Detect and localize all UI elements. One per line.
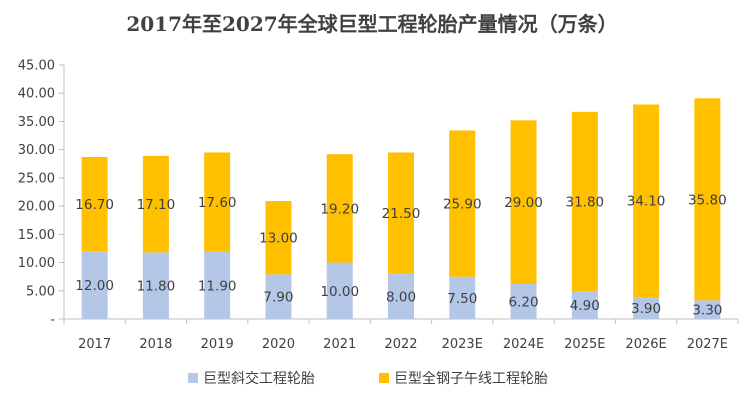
data-label: 35.80 [688, 192, 727, 208]
bar-segment-radial [633, 104, 660, 297]
bar-segment-bias [510, 284, 537, 319]
bar-segment-radial [265, 201, 292, 275]
data-label: 17.10 [137, 197, 176, 213]
x-tick-label: 2026E [625, 337, 666, 352]
data-label: 25.90 [443, 197, 482, 213]
bar-segment-bias [449, 276, 476, 319]
x-tick-label: 2021 [323, 337, 356, 352]
legend: 巨型斜交工程轮胎 巨型全钢子午线工程轮胎 [188, 370, 548, 387]
data-label: 19.20 [320, 201, 359, 217]
data-label: 6.20 [509, 295, 539, 311]
data-label: 16.70 [75, 197, 114, 213]
y-tick-label: - [50, 313, 55, 328]
bar-segment-radial [694, 98, 721, 301]
data-label: 11.90 [198, 278, 237, 294]
data-label: 3.90 [631, 301, 661, 317]
bar-segment-bias [388, 273, 414, 319]
bar-segment-bias [694, 300, 721, 319]
data-label: 31.80 [565, 195, 604, 211]
legend-label: 巨型全钢子午线工程轮胎 [394, 370, 548, 387]
bar-segment-radial [81, 157, 108, 252]
data-label: 29.00 [504, 195, 543, 211]
y-tick-label: 35.00 [18, 115, 55, 130]
x-tick-label: 2019 [201, 337, 234, 352]
bar-segment-radial [510, 120, 537, 285]
y-tick-label: 25.00 [18, 171, 55, 186]
bar-segment-bias [265, 274, 292, 319]
data-label: 7.90 [263, 290, 293, 306]
x-tick-label: 2024E [503, 337, 544, 352]
y-tick-label: 45.00 [18, 59, 55, 74]
bar-segment-bias [633, 296, 660, 319]
bar-segment-bias [571, 291, 598, 319]
data-label: 3.30 [692, 303, 722, 319]
data-label: 10.00 [320, 284, 359, 300]
data-label: 11.80 [137, 279, 176, 295]
data-label: 4.90 [570, 298, 600, 314]
y-tick-label: 40.00 [18, 87, 55, 102]
y-tick-label: 20.00 [18, 200, 55, 215]
legend-label: 巨型斜交工程轮胎 [203, 370, 315, 387]
legend-swatch [188, 373, 198, 383]
bar-segment-radial [204, 152, 231, 252]
bar-segment-bias [204, 251, 231, 319]
bars [81, 98, 721, 319]
x-tick-label: 2023E [442, 337, 483, 352]
y-tick-label: 5.00 [26, 284, 55, 299]
data-label: 13.00 [259, 231, 298, 247]
y-tick-label: 10.00 [18, 256, 55, 271]
y-tick-label: 15.00 [18, 228, 55, 243]
bar-segment-radial [449, 130, 476, 277]
x-tick-label: 2025E [564, 337, 605, 352]
data-label: 34.10 [627, 194, 666, 210]
bar-segment-radial [388, 152, 414, 274]
data-label: 17.60 [198, 195, 237, 211]
data-label: 8.00 [386, 289, 416, 305]
data-label: 12.00 [75, 278, 114, 294]
y-tick-label: 30.00 [18, 143, 55, 158]
bar-segment-radial [571, 111, 598, 292]
bar-segment-bias [326, 262, 353, 319]
bar-segment-radial [142, 155, 169, 253]
bar-segment-radial [326, 154, 353, 263]
data-label: 7.50 [447, 291, 477, 307]
axes: - 5.00 10.00 15.00 20.00 25.00 30.00 35.00 40.00… [18, 59, 739, 352]
legend-swatch [379, 373, 389, 383]
x-tick-label: 2017 [78, 337, 111, 352]
chart-title: 2017年至2027年全球巨型工程轮胎产量情况（万条） [126, 12, 617, 36]
x-tick-label: 2018 [139, 337, 172, 352]
data-label: 21.50 [382, 206, 421, 222]
bar-segment-bias [142, 252, 169, 319]
x-tick-label: 2027E [687, 337, 728, 352]
x-tick-label: 2022 [384, 337, 417, 352]
data-labels: 12.00 16.70 11.80 17.10 11.90 17.60 7.90 13.00 1… [75, 192, 726, 318]
x-tick-label: 2020 [262, 337, 295, 352]
bar-segment-bias [81, 251, 108, 319]
